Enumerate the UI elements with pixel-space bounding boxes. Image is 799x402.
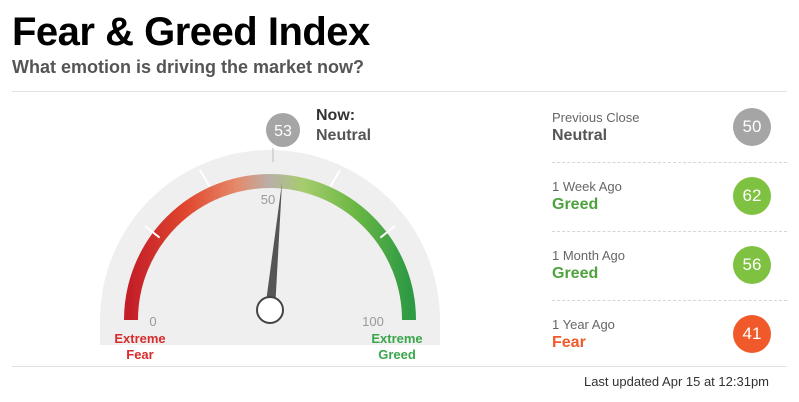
now-rating: Neutral [316, 127, 372, 144]
label-extreme-greed-line1: Extreme [371, 331, 422, 346]
history-value-badge: 50 [733, 108, 771, 146]
history-rating: Greed [552, 265, 599, 282]
history-rating: Fear [552, 334, 586, 351]
page-title: Fear & Greed Index [12, 10, 370, 54]
gauge-segment-dividers [144, 169, 396, 239]
history-rating: Greed [552, 196, 599, 213]
gauge-background [100, 150, 440, 345]
tick-50: 50 [261, 192, 275, 207]
tick-100: 100 [362, 314, 384, 329]
history-label: 1 Month Ago [552, 248, 625, 263]
now-label: Now: [316, 107, 356, 124]
gauge-arc [124, 174, 416, 321]
history-label: Previous Close [552, 110, 640, 125]
history-row-1-week-ago: 1 Week Ago Greed 62 [552, 163, 787, 232]
history-value-badge: 62 [733, 177, 771, 215]
page-subtitle: What emotion is driving the market now? [12, 57, 365, 77]
history-label: 1 Year Ago [552, 317, 615, 332]
history-row-1-year-ago: 1 Year Ago Fear 41 [552, 301, 787, 369]
history-label: 1 Week Ago [552, 179, 622, 194]
top-divider [12, 91, 787, 92]
history-rating: Neutral [552, 127, 608, 144]
history-value-badge: 56 [733, 246, 771, 284]
fear-greed-gauge: 0 50 100 Extreme Fear Extreme Greed 53 [100, 113, 440, 362]
current-value: 53 [274, 123, 292, 140]
bottom-divider [12, 366, 787, 367]
current-value-bubble [266, 113, 300, 147]
needle-pivot [256, 296, 284, 324]
tick-0: 0 [149, 314, 156, 329]
label-extreme-fear-line2: Fear [126, 347, 153, 362]
label-extreme-greed-line2: Greed [378, 347, 416, 362]
label-extreme-fear-line1: Extreme [114, 331, 165, 346]
history-row-previous-close: Previous Close Neutral 50 [552, 94, 787, 163]
history-value-badge: 41 [733, 315, 771, 353]
gauge-needle [265, 182, 282, 311]
history-panel: Previous Close Neutral 50 1 Week Ago Gre… [552, 94, 787, 369]
history-row-1-month-ago: 1 Month Ago Greed 56 [552, 232, 787, 301]
last-updated-text: Last updated Apr 15 at 12:31pm [583, 374, 769, 389]
